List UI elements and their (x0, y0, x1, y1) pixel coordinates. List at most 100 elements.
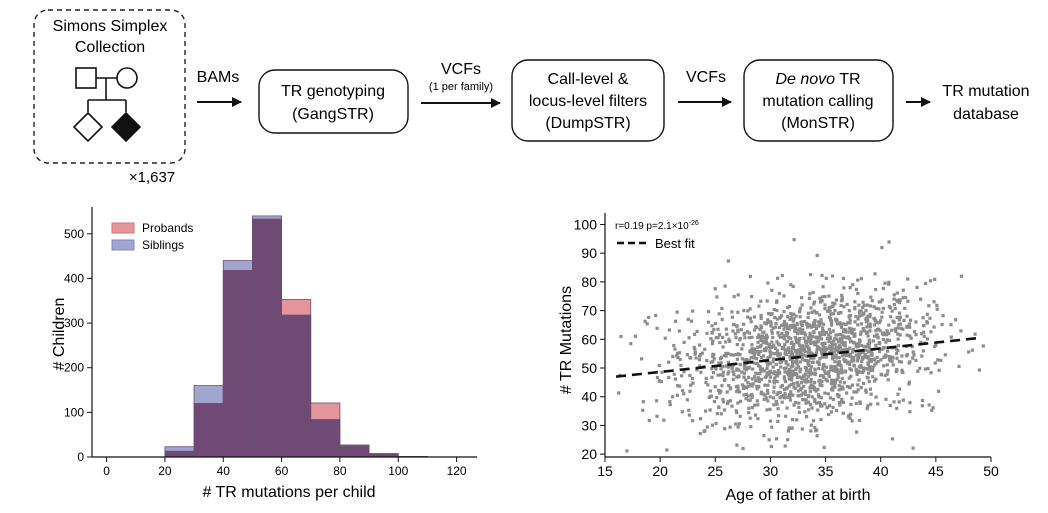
scatter-point (832, 312, 836, 316)
scatter-point (815, 401, 819, 405)
scatter-point (788, 317, 792, 321)
scatter-point (882, 345, 886, 350)
scatter-point (816, 388, 820, 392)
scatter-point (719, 367, 723, 371)
scatter-point (848, 416, 852, 420)
scatter-point (722, 354, 726, 358)
scatter-point (907, 382, 911, 386)
scatter-point (667, 375, 671, 380)
scatter-point (837, 356, 841, 360)
scatter-point (837, 333, 841, 337)
scatter-point (813, 397, 817, 401)
scatter-point (742, 393, 746, 397)
scatter-point (821, 374, 825, 378)
scatter-point (755, 399, 759, 403)
scatter-point (795, 366, 799, 370)
scatter-point (827, 294, 831, 298)
scatter-point (787, 327, 792, 331)
scatter-point (747, 365, 751, 369)
scatter-point (805, 344, 810, 349)
scatter-point (868, 315, 872, 319)
scatter-point (897, 318, 901, 322)
scatter-point (920, 404, 924, 408)
scatter-point (787, 374, 792, 379)
step2-line3: (DumpSTR) (545, 115, 630, 132)
scatter-point (922, 334, 926, 338)
scatter-point (810, 360, 814, 365)
scatter-point (866, 371, 871, 375)
scatter-point (823, 332, 827, 337)
scatter-point (839, 364, 843, 368)
scatter-point (869, 392, 873, 396)
scatter-y-tick-label: 20 (581, 446, 597, 462)
scatter-point (694, 356, 698, 360)
scatter-point (868, 325, 872, 329)
scatter-point (859, 365, 863, 370)
scatter-point (785, 339, 790, 343)
scatter-point (908, 318, 913, 322)
scatter-point (831, 397, 835, 401)
scatter-x-tick-label: 35 (818, 463, 834, 479)
scatter-point (777, 370, 782, 375)
scatter-point (895, 406, 899, 410)
scatter-point (680, 374, 684, 378)
scatter-point (919, 340, 923, 344)
scatter-point (806, 325, 810, 329)
scatter-point (672, 343, 676, 348)
scatter-point (872, 316, 876, 321)
scatter-point (864, 317, 868, 321)
scatter-point (798, 315, 802, 319)
scatter-y-tick-label: 60 (581, 331, 597, 347)
scatter-point (682, 370, 686, 374)
scatter-point (775, 299, 779, 303)
scatter-point (726, 259, 730, 263)
scatter-point (882, 355, 886, 360)
scatter-point (844, 353, 849, 358)
output-line2: database (953, 106, 1019, 123)
scatter-point (787, 335, 791, 340)
scatter-point (799, 349, 804, 353)
histogram-bar-overlap (339, 445, 370, 457)
scatter-point (789, 382, 793, 387)
scatter-point (764, 322, 769, 326)
scatter-point (774, 399, 778, 404)
scatter-point (782, 377, 787, 381)
scatter-point (692, 332, 697, 336)
scatter-point (857, 303, 861, 307)
scatter-point (737, 374, 741, 378)
scatter-point (814, 327, 819, 331)
scatter-point (893, 307, 897, 311)
scatter-point (819, 402, 823, 407)
scatter-point (734, 409, 738, 413)
scatter-point (766, 399, 770, 403)
scatter-point (735, 368, 739, 372)
scatter-point (784, 395, 788, 399)
scatter-point (790, 351, 794, 355)
scatter-point (633, 334, 637, 338)
scatter-point (724, 354, 728, 358)
step1-line2: (GangSTR) (292, 106, 374, 123)
scatter-point (739, 328, 743, 332)
scatter-point (836, 311, 841, 316)
scatter-point (783, 324, 788, 329)
scatter-point (872, 379, 877, 383)
scatter-point (823, 307, 827, 311)
scatter-point (769, 313, 773, 317)
scatter-point (818, 383, 822, 387)
scatter-point (784, 361, 788, 365)
scatter-y-tick-label: 50 (581, 360, 597, 376)
scatter-point (707, 309, 711, 314)
scatter-point (748, 307, 752, 311)
arrow2-label: VCFs (441, 61, 481, 78)
scatter-x-tick-label: 45 (928, 463, 944, 479)
scatter-point (675, 310, 679, 314)
scatter-point (778, 352, 782, 356)
scatter-point (772, 396, 776, 400)
scatter-point (708, 389, 713, 393)
scatter-point (718, 357, 723, 361)
scatter-point (864, 331, 869, 335)
scatter-point (735, 353, 739, 357)
scatter-point (792, 381, 796, 386)
scatter-point (742, 384, 746, 388)
scatter-point (827, 346, 831, 350)
